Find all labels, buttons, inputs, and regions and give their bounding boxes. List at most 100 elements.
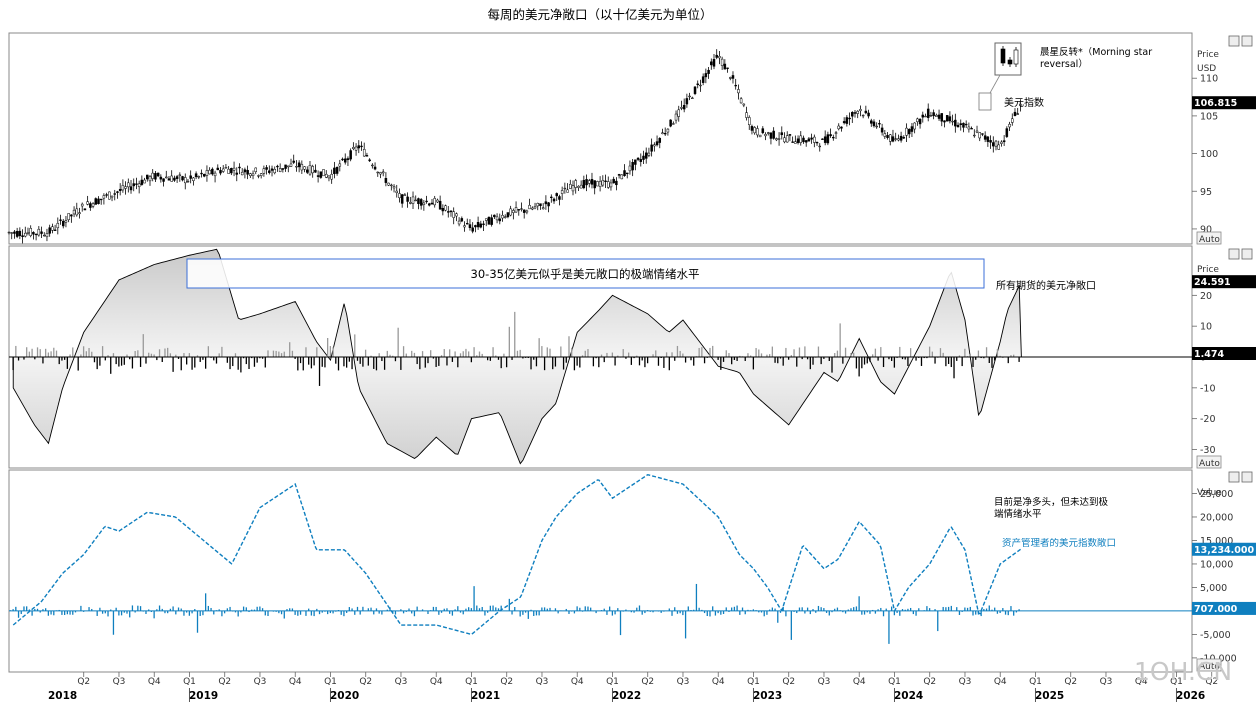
dxy-candle-body [354, 146, 358, 151]
dxy-candle-body [295, 166, 298, 168]
dxy-candle-body [842, 121, 846, 124]
dxy-candle-body [447, 211, 450, 213]
dxy-candle-body [273, 169, 276, 174]
y-tick-label: -20 [1200, 414, 1216, 425]
dxy-candle-body [406, 196, 409, 202]
dxy-candle-body [53, 229, 57, 231]
close-icon[interactable] [1241, 471, 1253, 483]
dxy-candle-body [918, 118, 922, 125]
auto-scale-button[interactable] [1196, 658, 1222, 672]
dxy-candle-body [390, 184, 393, 187]
auto-scale-button[interactable] [1196, 455, 1222, 469]
dxy-candle-body [704, 73, 708, 78]
dxy-candle-body [484, 218, 488, 221]
dxy-candle-body [644, 152, 648, 159]
dxy-candle-body [175, 176, 179, 179]
dxy-candle-body [219, 170, 222, 174]
dxy-candle-body [853, 112, 857, 114]
dxy-candle-body [997, 144, 1000, 150]
y-tick-label: 110 [1200, 74, 1218, 85]
dxy-candle-body [132, 183, 135, 187]
dxy-candle-body [422, 202, 426, 205]
dxy-candle-body [601, 180, 605, 186]
dxy-candle-body [634, 159, 637, 165]
dxy-candle-body [899, 135, 903, 141]
dxy-candle-body [240, 171, 244, 176]
x-year-label: 2023 [753, 690, 782, 702]
dxy-candle-body [666, 128, 670, 133]
close-icon[interactable] [1241, 248, 1253, 260]
extreme-level-box [186, 258, 985, 289]
dxy-candle-body [761, 128, 765, 134]
minimize-icon[interactable] [1228, 35, 1240, 47]
dxy-candle-body [457, 220, 461, 225]
dxy-candle-body [780, 132, 784, 136]
dxy-candle-body [832, 136, 835, 139]
x-year-label: 2018 [48, 690, 77, 702]
dxy-candle-body [677, 109, 680, 117]
dxy-candle-body [83, 208, 87, 211]
dxy-candle-body [251, 173, 255, 176]
dxy-candle-body [951, 120, 954, 123]
x-year-label: 2021 [471, 690, 500, 702]
minimize-icon[interactable] [1228, 471, 1240, 483]
dxy-candle-body [368, 159, 371, 162]
x-quarter-label: Q4 [289, 677, 302, 687]
dxy-candle-body [395, 190, 398, 193]
dxy-candle-body [365, 155, 369, 157]
dxy-candle-body [691, 97, 694, 99]
auto-scale-button[interactable] [1196, 231, 1222, 245]
x-quarter-label: Q1 [465, 677, 478, 687]
x-quarter-label: Q1 [747, 677, 760, 687]
dxy-candle-body [61, 220, 65, 227]
dxy-candle-body [856, 110, 859, 114]
dxy-candle-body [574, 180, 577, 188]
dxy-candle-body [1016, 113, 1019, 115]
dxy-candle-body [851, 112, 854, 117]
minimize-icon[interactable] [1228, 248, 1240, 260]
dxy-candle-body [560, 190, 564, 194]
dxy-candle-body [162, 178, 165, 182]
dxy-candle-body [59, 219, 62, 221]
dxy-candle-body [400, 194, 404, 204]
auto-scale-label: Auto [1199, 235, 1220, 245]
dxy-candle-body [788, 134, 792, 136]
x-quarter-label: Q1 [888, 677, 901, 687]
dxy-candle-body [550, 196, 553, 199]
dxy-candle-body [989, 140, 992, 143]
dxy-candle-body [582, 179, 586, 189]
dxy-candle-body [72, 209, 76, 215]
dxy-candle-body [148, 176, 152, 182]
dxy-candle-body [463, 225, 466, 228]
dxy-candle-body [34, 233, 38, 236]
dxy-candle-body [438, 200, 442, 210]
dxy-candle-body [975, 130, 979, 133]
dxy-candle-body [330, 174, 333, 180]
dxy-candle-body [143, 179, 146, 184]
dxy-candle-body [292, 160, 295, 163]
dxy-candle-body [992, 142, 995, 147]
dxy-candle-body [628, 165, 632, 172]
dxy-candle-body [940, 113, 944, 122]
dxy-candle-body [948, 116, 952, 122]
dxy-candle-body [604, 180, 607, 182]
dxy-candle-body [891, 136, 895, 142]
dxy-candle-body [246, 169, 249, 175]
dxy-candle-body [883, 133, 887, 137]
x-quarter-label: Q3 [254, 677, 267, 687]
dxy-candle-body [994, 140, 998, 147]
dxy-candle-body [379, 172, 382, 175]
dxy-candle-body [381, 171, 385, 174]
close-icon[interactable] [1241, 35, 1253, 47]
dxy-candle-body [661, 132, 664, 135]
x-year-label: 2022 [612, 690, 641, 702]
dxy-candle-body [167, 178, 171, 181]
dxy-candle-body [308, 165, 312, 175]
y-tick-label: -10 [1200, 383, 1216, 394]
y-tick-label: -30 [1200, 445, 1216, 456]
y-tick-label: 15,000 [1200, 536, 1233, 547]
dxy-candle-body [419, 199, 423, 206]
dxy-candle-body [791, 141, 794, 143]
dxy-candle-body [558, 196, 561, 200]
net-futures-area [12, 248, 1022, 465]
